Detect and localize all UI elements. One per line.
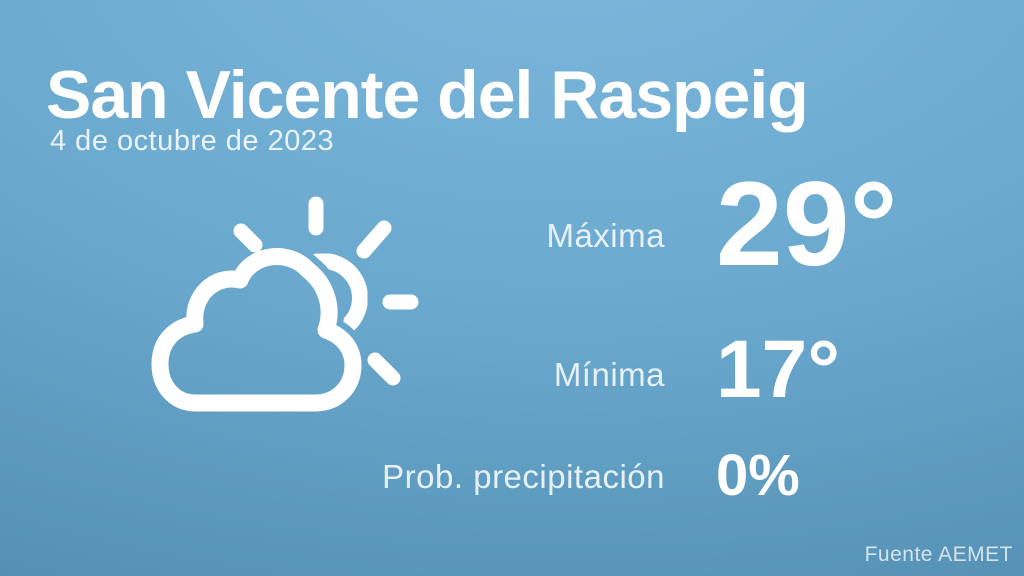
sun-behind-cloud-icon [150,190,450,430]
sun-rays [233,196,419,386]
min-temp-label: Mínima [553,356,665,393]
page-title: San Vicente del Raspeig [46,57,809,133]
precipitation-probability-label: Prob. precipitación [382,458,665,495]
data-source-credit: Fuente AEMET [864,543,1013,566]
min-temp-value: 17° [716,324,841,415]
date-label: 4 de octubre de 2023 [50,125,335,157]
max-temp-label: Máxima [546,217,665,254]
precipitation-probability-value: 0% [716,443,800,508]
max-temp-value: 29° [716,157,898,291]
cloud-outline [151,248,362,412]
